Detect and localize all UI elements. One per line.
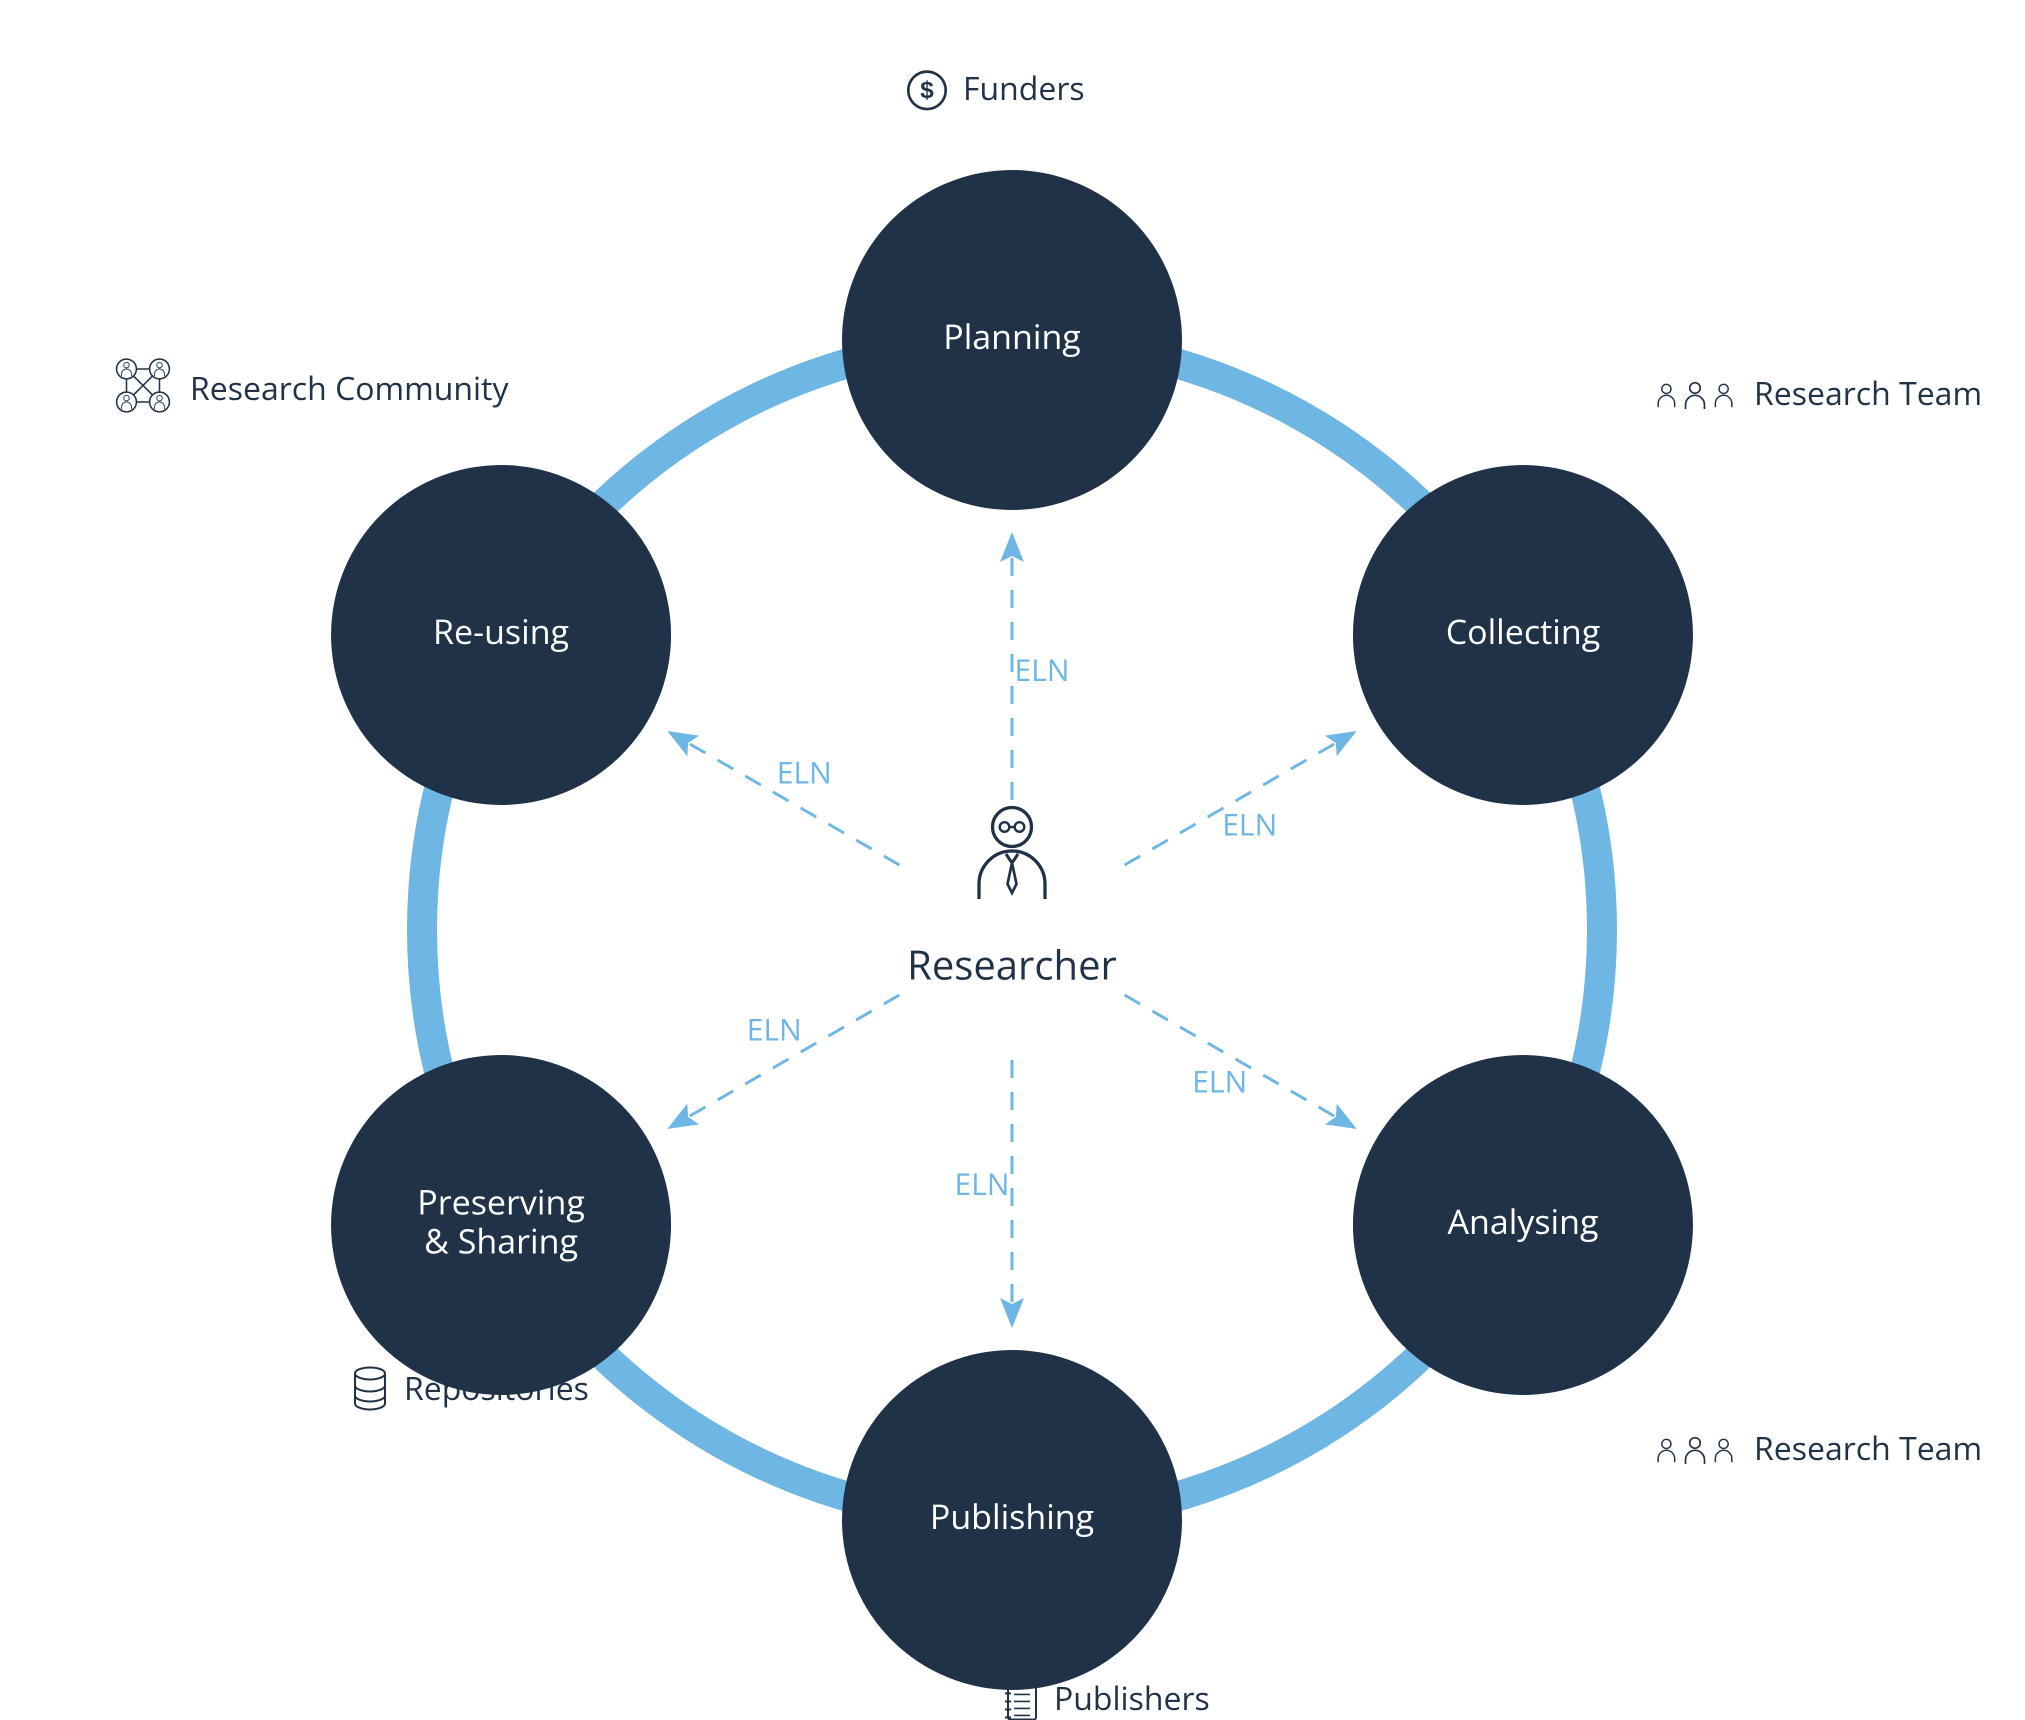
spoke-line: [1125, 733, 1354, 866]
callout-label: Repositories: [404, 1367, 589, 1410]
spoke-label: ELN: [1192, 1061, 1247, 1102]
spoke-label: ELN: [777, 751, 832, 792]
callout-label: Research Team: [1754, 1427, 1982, 1470]
spoke-label: ELN: [1015, 649, 1070, 690]
lifecycle-node-label: Collecting: [1446, 608, 1600, 654]
database-icon: [355, 1367, 385, 1409]
lifecycle-node-reusing: Re-using: [331, 465, 671, 805]
lifecycle-node-analysing: Analysing: [1353, 1055, 1693, 1395]
lifecycle-node-preserving: Preserving& Sharing: [331, 1055, 671, 1395]
lifecycle-node-publishing: Publishing: [842, 1350, 1182, 1690]
team-icon: [1658, 1438, 1732, 1464]
lifecycle-node-planning: Planning: [842, 170, 1182, 510]
callout-database: Repositories: [355, 1367, 589, 1410]
research-lifecycle-diagram: $ELNELNELNELNELNELNResearcherPlanningCol…: [0, 0, 2025, 1720]
callout-team: Research Team: [1658, 372, 1982, 415]
spoke-label: ELN: [747, 1009, 802, 1050]
lifecycle-node-collecting: Collecting: [1353, 465, 1693, 805]
lifecycle-node-label: Planning: [943, 313, 1081, 359]
lifecycle-node-label: Re-using: [433, 608, 569, 654]
network-icon: [117, 359, 170, 412]
callout-notebook: Publishers: [1005, 1677, 1210, 1720]
spoke-label: ELN: [1222, 803, 1277, 844]
callout-network: Research Community: [117, 359, 510, 412]
callout-label: Funders: [963, 67, 1085, 110]
lifecycle-node-label: Analysing: [1447, 1198, 1598, 1244]
lifecycle-node-label: Publishing: [930, 1493, 1094, 1539]
dollar-icon: [908, 72, 945, 109]
lifecycle-node-label: & Sharing: [424, 1218, 578, 1264]
team-icon: [1658, 383, 1732, 409]
spoke-label: ELN: [955, 1163, 1010, 1204]
center-label: Researcher: [907, 936, 1117, 991]
callout-label: Publishers: [1054, 1677, 1210, 1720]
callout-dollar: Funders: [908, 67, 1084, 110]
callout-label: Research Team: [1754, 372, 1982, 415]
researcher-icon: [979, 808, 1045, 900]
callout-label: Research Community: [190, 367, 509, 410]
callout-team: Research Team: [1658, 1427, 1982, 1470]
